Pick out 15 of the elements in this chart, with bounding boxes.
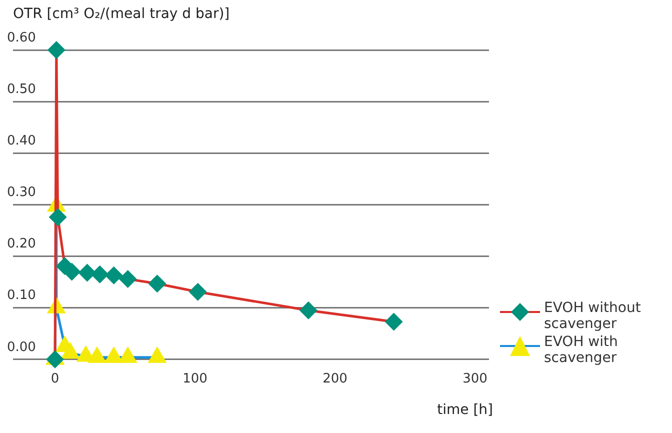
y-tick-label: 0.00 xyxy=(7,340,36,355)
legend-label: EVOH with scavenger xyxy=(544,334,618,366)
x-tick-label: 200 xyxy=(322,372,348,387)
y-tick-label: 0.10 xyxy=(7,288,36,304)
y-tick-label: 0.60 xyxy=(7,30,36,46)
x-tick-label: 0 xyxy=(50,372,60,387)
y-tick-label: 0.40 xyxy=(7,134,36,149)
y-tick-label: 0.50 xyxy=(7,82,36,97)
legend-label: EVOH without scavenger xyxy=(544,300,641,332)
y-tick-label: 0.30 xyxy=(7,185,36,200)
x-tick-label: 300 xyxy=(462,372,488,387)
x-tick-label: 100 xyxy=(182,372,208,387)
y-tick-label: 0.20 xyxy=(7,236,36,252)
x-axis-title: time [h] xyxy=(436,402,493,418)
y-axis-title: OTR [cm³ O₂/(meal tray d bar)] xyxy=(13,6,230,22)
